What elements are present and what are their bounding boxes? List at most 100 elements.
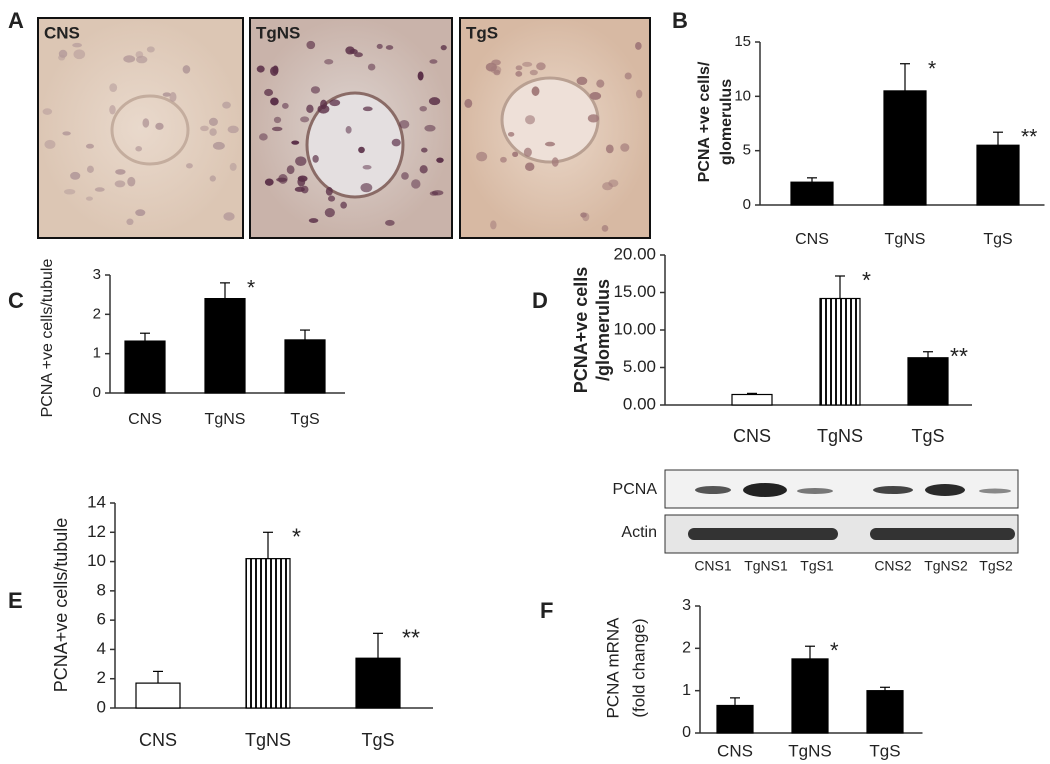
nucleus <box>385 219 395 226</box>
nucleus <box>109 104 116 115</box>
x-tick-label: TgS <box>983 231 1012 248</box>
y-tick-label: 4 <box>97 639 106 658</box>
nucleus <box>126 218 134 226</box>
y-tick-label: 0 <box>97 697 106 716</box>
nucleus <box>431 190 444 196</box>
western-blot: PCNA Actin CNS1 TgNS1 TgS1 CNS2 TgNS2 Tg… <box>613 469 1019 574</box>
y-tick-label: 15.00 <box>613 282 656 301</box>
nucleus <box>264 88 274 97</box>
nucleus <box>490 220 497 230</box>
nucleus <box>109 83 118 92</box>
nucleus <box>286 165 295 175</box>
nucleus <box>70 171 81 180</box>
glomerulus <box>305 91 405 199</box>
nucleus <box>306 40 316 50</box>
nucleus <box>324 208 335 218</box>
nucleus <box>429 59 438 64</box>
nucleus <box>376 43 383 49</box>
nucleus <box>186 163 193 169</box>
nucleus <box>362 106 373 112</box>
nucleus <box>391 138 401 147</box>
bar <box>790 181 834 206</box>
nucleus <box>209 175 216 182</box>
nucleus <box>310 86 321 94</box>
panel-letter: E <box>8 588 23 613</box>
nucleus <box>436 157 444 163</box>
nucleus <box>85 196 93 201</box>
nucleus <box>536 62 546 71</box>
blot-band <box>797 488 833 494</box>
y-axis-label: PCNA +ve cells/tubule <box>39 259 56 418</box>
micrograph-label: CNS <box>44 23 80 42</box>
y-tick-label: 2 <box>93 305 101 322</box>
lane-label: CNS2 <box>874 558 912 574</box>
nucleus <box>146 46 155 53</box>
nucleus <box>200 125 209 132</box>
nucleus <box>421 147 428 153</box>
micrograph-label: TgNS <box>256 23 300 42</box>
nucleus <box>523 147 532 157</box>
nucleus <box>271 126 283 132</box>
nucleus <box>620 143 630 152</box>
micrographs: CNS TgNS TgS <box>37 17 651 239</box>
nucleus <box>354 52 363 58</box>
bar <box>907 357 949 406</box>
bar <box>819 297 861 406</box>
nucleus <box>362 164 372 170</box>
y-tick-label: 6 <box>97 610 106 629</box>
nucleus <box>270 97 279 106</box>
nucleus <box>605 144 614 154</box>
nucleus <box>295 156 307 167</box>
blot-row-label: Actin <box>621 524 657 541</box>
nucleus <box>464 98 473 108</box>
panel-letter: A <box>8 8 24 33</box>
y-tick-label: 10 <box>87 551 106 570</box>
nucleus <box>401 172 409 180</box>
x-tick-label: CNS <box>795 231 829 248</box>
bar <box>791 658 829 734</box>
bar <box>124 340 166 394</box>
blot-band <box>695 486 731 494</box>
nucleus <box>222 101 231 109</box>
bar <box>245 558 291 709</box>
nucleus <box>385 45 394 50</box>
nucleus <box>345 125 352 134</box>
significance-marker: * <box>292 523 301 549</box>
nucleus <box>324 59 334 65</box>
y-tick-label: 5.00 <box>623 357 656 376</box>
significance-marker: ** <box>950 343 968 369</box>
y-axis-label: /glomerulus <box>593 279 613 381</box>
nucleus <box>115 169 126 175</box>
nucleus <box>635 42 642 50</box>
y-axis-label: PCNA +ve cells/ <box>696 61 713 182</box>
nucleus <box>419 165 428 174</box>
y-tick-label: 10.00 <box>613 319 656 338</box>
glomerulus <box>110 94 190 166</box>
nucleus <box>259 133 268 141</box>
y-tick-label: 8 <box>97 580 106 599</box>
nucleus <box>162 92 171 97</box>
nucleus <box>576 76 588 86</box>
nucleus <box>135 51 144 59</box>
nucleus <box>312 154 319 163</box>
y-axis-label: (fold change) <box>629 618 648 717</box>
blot-band <box>870 528 1015 540</box>
y-tick-label: 12 <box>87 522 106 541</box>
nucleus <box>317 104 330 114</box>
bar <box>355 657 401 709</box>
x-tick-label: TgNS <box>205 411 246 428</box>
nucleus <box>85 143 94 149</box>
x-tick-label: TgS <box>361 730 394 750</box>
nucleus <box>424 124 436 132</box>
nucleus <box>294 186 305 192</box>
bar <box>135 682 181 709</box>
nucleus <box>328 195 336 202</box>
nucleus <box>123 55 136 63</box>
significance-marker: ** <box>1021 126 1037 149</box>
nucleus <box>419 105 427 112</box>
x-tick-label: CNS <box>139 730 177 750</box>
nucleus <box>500 156 507 163</box>
nucleus <box>86 165 94 173</box>
nucleus <box>367 63 376 71</box>
blot-band <box>979 488 1011 494</box>
